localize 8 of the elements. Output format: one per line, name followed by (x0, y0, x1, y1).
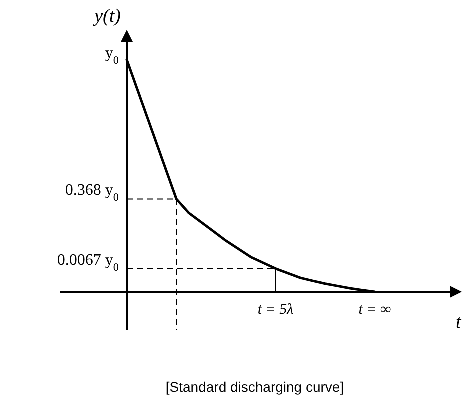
x-tick-label: t = ∞ (358, 302, 392, 318)
ref-line-label: 0.368 y$_{0}$ (65, 182, 120, 204)
x-axis-title: t (456, 312, 462, 333)
y-axis-title: y(t) (92, 6, 121, 27)
text: [Standard discharging curve] (166, 379, 344, 395)
ref-line-label: 0.0067 y$_{0}$ (57, 252, 120, 274)
text: y$_{0}$ (105, 45, 120, 67)
x-tick-label: t = 5λ (258, 302, 294, 318)
